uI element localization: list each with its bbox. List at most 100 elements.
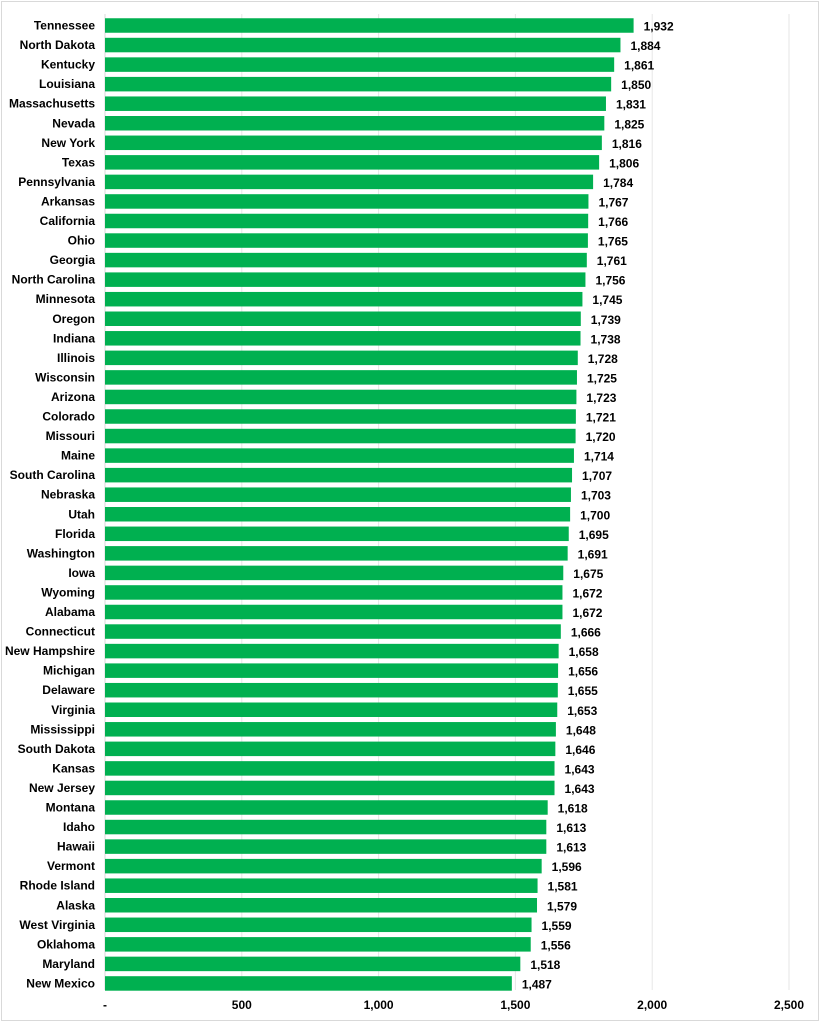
category-label: Virginia bbox=[51, 703, 95, 717]
data-label: 1,643 bbox=[565, 762, 595, 776]
bar bbox=[105, 76, 612, 92]
category-label: North Carolina bbox=[12, 273, 96, 287]
x-tick-label: - bbox=[103, 998, 107, 1012]
category-label: Louisiana bbox=[39, 77, 95, 91]
data-label: 1,850 bbox=[621, 78, 651, 92]
bar bbox=[105, 135, 602, 151]
bar bbox=[105, 956, 521, 972]
data-label: 1,745 bbox=[592, 293, 622, 307]
category-label: Montana bbox=[46, 801, 96, 815]
bar bbox=[105, 819, 547, 835]
data-label: 1,714 bbox=[584, 450, 614, 464]
data-label: 1,613 bbox=[556, 821, 586, 835]
category-label: Alabama bbox=[45, 605, 95, 619]
bar bbox=[105, 526, 569, 542]
bar bbox=[105, 663, 559, 678]
data-label: 1,596 bbox=[552, 860, 582, 874]
data-label: 1,487 bbox=[522, 977, 552, 991]
data-label: 1,556 bbox=[541, 938, 571, 952]
data-label: 1,658 bbox=[569, 645, 599, 659]
category-label: New York bbox=[41, 136, 95, 150]
category-label: Ohio bbox=[68, 234, 95, 248]
data-label: 1,643 bbox=[565, 782, 595, 796]
bar bbox=[105, 57, 615, 72]
category-label: Connecticut bbox=[26, 625, 95, 639]
category-label: West Virginia bbox=[19, 918, 95, 932]
bar bbox=[105, 604, 563, 620]
bar bbox=[105, 937, 531, 952]
data-label: 1,646 bbox=[565, 743, 595, 757]
bar bbox=[105, 272, 586, 287]
bar bbox=[105, 409, 576, 424]
data-label: 1,518 bbox=[530, 958, 560, 972]
data-label: 1,825 bbox=[614, 117, 644, 131]
category-label: Utah bbox=[68, 507, 95, 521]
category-label: Hawaii bbox=[57, 840, 95, 854]
bar bbox=[105, 487, 571, 502]
x-axis-ticks: - 500 1,000 1,500 2,000 2,500 bbox=[103, 998, 804, 1012]
data-label: 1,613 bbox=[556, 841, 586, 855]
data-label: 1,816 bbox=[612, 137, 642, 151]
x-tick-label: 2,500 bbox=[774, 998, 804, 1012]
category-label: Minnesota bbox=[36, 292, 96, 306]
category-label: South Carolina bbox=[10, 468, 96, 482]
data-label: 1,767 bbox=[598, 195, 628, 209]
category-label: Maryland bbox=[42, 957, 95, 971]
bar bbox=[105, 18, 634, 33]
category-label: Mississippi bbox=[30, 722, 95, 736]
bar bbox=[105, 741, 556, 757]
category-label: Kentucky bbox=[41, 58, 95, 72]
data-label: 1,579 bbox=[547, 899, 577, 913]
category-label: California bbox=[40, 214, 96, 228]
category-label: North Dakota bbox=[20, 38, 96, 52]
bar bbox=[105, 370, 577, 385]
category-label: Pennsylvania bbox=[18, 175, 95, 189]
category-label: Arkansas bbox=[41, 194, 95, 208]
x-tick-label: 2,000 bbox=[637, 998, 667, 1012]
category-label: Oregon bbox=[52, 312, 95, 326]
category-label: Kansas bbox=[52, 761, 95, 775]
category-label: Indiana bbox=[53, 331, 95, 345]
bar bbox=[105, 350, 578, 366]
bar bbox=[105, 878, 538, 893]
bar bbox=[105, 800, 548, 815]
bar bbox=[105, 213, 589, 229]
bar bbox=[105, 155, 600, 170]
data-label: 1,581 bbox=[548, 880, 578, 894]
bar bbox=[105, 96, 606, 111]
data-label: 1,761 bbox=[597, 254, 627, 268]
data-label: 1,784 bbox=[603, 176, 633, 190]
data-label: 1,766 bbox=[598, 215, 628, 229]
bar bbox=[105, 116, 605, 131]
data-label: 1,806 bbox=[609, 156, 639, 170]
bar bbox=[105, 37, 621, 53]
category-label: Georgia bbox=[50, 253, 96, 267]
data-label: 1,932 bbox=[644, 20, 674, 34]
bar bbox=[105, 643, 559, 659]
data-label: 1,739 bbox=[591, 313, 621, 327]
category-label: Wisconsin bbox=[35, 370, 95, 384]
data-label: 1,725 bbox=[587, 371, 617, 385]
data-label: 1,703 bbox=[581, 489, 611, 503]
category-label: New Hampshire bbox=[5, 644, 95, 658]
bar bbox=[105, 233, 588, 248]
category-label: Colorado bbox=[42, 410, 95, 424]
category-label: Arizona bbox=[51, 390, 95, 404]
data-label: 1,707 bbox=[582, 469, 612, 483]
bar bbox=[105, 252, 587, 268]
x-tick-label: 1,000 bbox=[364, 998, 394, 1012]
category-label: Oklahoma bbox=[37, 937, 95, 951]
bar bbox=[105, 428, 576, 444]
bar bbox=[105, 467, 573, 483]
category-label: Maine bbox=[61, 449, 95, 463]
category-label: Vermont bbox=[47, 859, 95, 873]
category-label: Massachusetts bbox=[9, 97, 95, 111]
data-label: 1,672 bbox=[572, 606, 602, 620]
data-label: 1,618 bbox=[558, 802, 588, 816]
category-label: Illinois bbox=[57, 351, 95, 365]
data-label: 1,738 bbox=[591, 332, 621, 346]
bar bbox=[105, 722, 556, 737]
data-label: 1,675 bbox=[573, 567, 603, 581]
data-label: 1,723 bbox=[586, 391, 616, 405]
